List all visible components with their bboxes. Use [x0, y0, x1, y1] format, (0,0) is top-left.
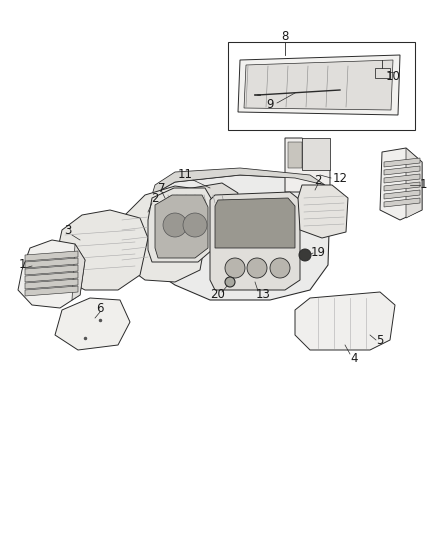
Polygon shape — [380, 148, 422, 220]
Text: 10: 10 — [385, 70, 400, 84]
Polygon shape — [25, 286, 78, 296]
Text: 19: 19 — [311, 246, 325, 259]
Text: 4: 4 — [350, 351, 358, 365]
Polygon shape — [384, 174, 420, 183]
Polygon shape — [285, 138, 330, 192]
Polygon shape — [384, 198, 420, 207]
Polygon shape — [375, 68, 390, 78]
Polygon shape — [55, 298, 130, 350]
Polygon shape — [145, 175, 330, 300]
Polygon shape — [244, 60, 393, 110]
Text: 20: 20 — [211, 288, 226, 302]
Polygon shape — [155, 195, 208, 258]
Polygon shape — [210, 192, 300, 290]
Polygon shape — [25, 272, 78, 282]
Polygon shape — [18, 240, 85, 308]
Text: 7: 7 — [158, 182, 166, 195]
Text: 2: 2 — [151, 191, 159, 205]
Polygon shape — [55, 210, 148, 290]
Polygon shape — [298, 185, 348, 238]
Text: 6: 6 — [96, 302, 104, 314]
Polygon shape — [406, 148, 422, 218]
Polygon shape — [295, 292, 395, 350]
Text: 1: 1 — [419, 179, 427, 191]
Polygon shape — [72, 244, 85, 300]
Text: 5: 5 — [376, 334, 384, 346]
Polygon shape — [302, 138, 330, 170]
Polygon shape — [148, 188, 212, 262]
Text: 12: 12 — [332, 172, 347, 184]
Text: 8: 8 — [281, 30, 289, 44]
Polygon shape — [25, 251, 78, 261]
Polygon shape — [384, 190, 420, 199]
Circle shape — [183, 213, 207, 237]
Polygon shape — [384, 166, 420, 175]
Polygon shape — [25, 265, 78, 275]
Text: 1: 1 — [18, 259, 26, 271]
Polygon shape — [384, 182, 420, 191]
Polygon shape — [25, 258, 78, 268]
Circle shape — [299, 249, 311, 261]
Polygon shape — [215, 198, 295, 248]
Circle shape — [247, 258, 267, 278]
Polygon shape — [238, 55, 400, 115]
Polygon shape — [25, 279, 78, 289]
Polygon shape — [228, 42, 415, 130]
Text: 9: 9 — [266, 99, 274, 111]
Circle shape — [270, 258, 290, 278]
Circle shape — [225, 258, 245, 278]
Circle shape — [225, 277, 235, 287]
Polygon shape — [118, 186, 210, 282]
Text: 3: 3 — [64, 223, 72, 237]
Text: 13: 13 — [255, 288, 270, 302]
Circle shape — [163, 213, 187, 237]
Text: 11: 11 — [177, 168, 192, 182]
Polygon shape — [384, 158, 420, 167]
Text: 2: 2 — [314, 174, 322, 187]
Polygon shape — [288, 142, 302, 168]
Polygon shape — [152, 168, 325, 195]
Polygon shape — [160, 183, 238, 205]
